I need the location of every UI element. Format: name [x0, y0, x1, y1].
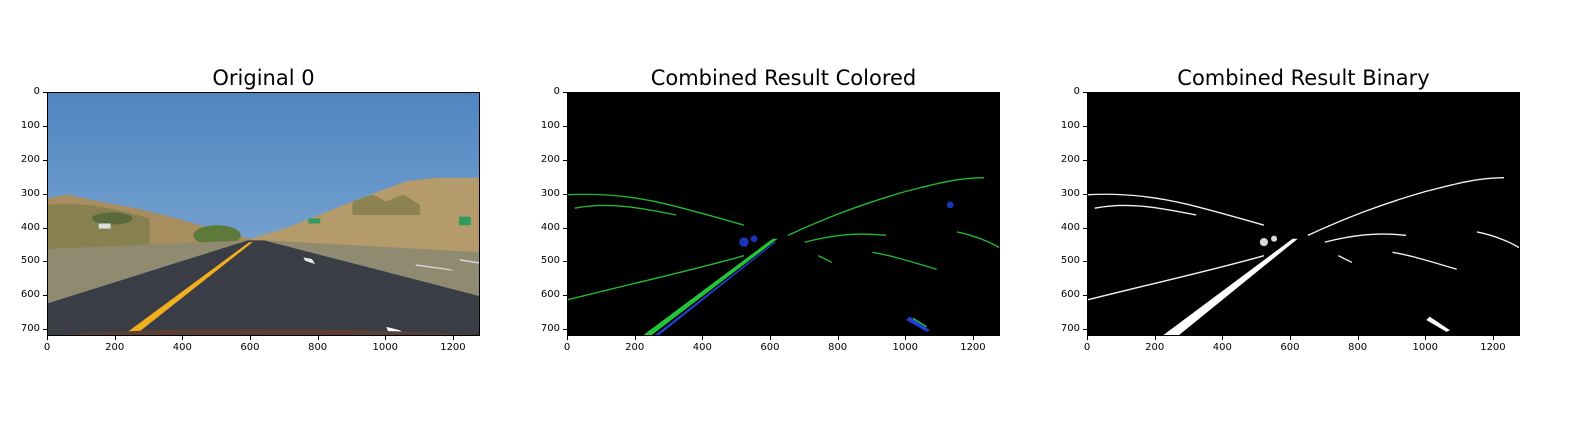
y-tick-mark — [43, 261, 47, 263]
y-tick-label: 400 — [540, 221, 560, 233]
y-tick-mark — [563, 329, 567, 331]
y-tick-mark — [1083, 227, 1087, 229]
x-tick-label: 600 — [240, 342, 260, 353]
x-tick-mark — [769, 336, 771, 340]
x-tick-label: 600 — [1280, 342, 1300, 353]
y-tick-label: 400 — [20, 221, 40, 233]
y-tick-label: 500 — [540, 255, 560, 267]
x-tick-mark — [1289, 336, 1291, 340]
x-tick-label: 200 — [625, 342, 645, 353]
y-tick-mark — [1083, 125, 1087, 127]
y-tick-mark — [43, 159, 47, 161]
x-tick-mark — [1222, 336, 1224, 340]
y-tick-mark — [563, 159, 567, 161]
y-tick-mark — [1083, 92, 1087, 93]
x-tick-mark — [385, 336, 387, 340]
x-tick-label: 0 — [43, 342, 51, 353]
image-binary — [1087, 92, 1520, 336]
x-tick-mark — [702, 336, 704, 340]
y-tick-label: 700 — [20, 323, 40, 335]
x-tick-label: 1200 — [1480, 342, 1506, 353]
y-tick-label: 200 — [1060, 153, 1080, 165]
y-tick-label: 200 — [20, 153, 40, 165]
x-tick-mark — [567, 336, 568, 340]
y-tick-label: 600 — [20, 289, 40, 301]
x-tick-label: 1200 — [440, 342, 466, 353]
y-tick-mark — [43, 125, 47, 127]
y-tick-mark — [563, 92, 567, 93]
y-tick-label: 500 — [1060, 255, 1080, 267]
x-tick-mark — [837, 336, 839, 340]
x-tick-label: 1000 — [892, 342, 918, 353]
y-tick-label: 500 — [20, 255, 40, 267]
x-tick-mark — [972, 336, 974, 340]
x-tick-label: 1200 — [960, 342, 986, 353]
image-original — [47, 92, 480, 336]
x-tick-mark — [1425, 336, 1427, 340]
y-tick-label: 100 — [1060, 119, 1080, 131]
panel-title-binary: Combined Result Binary — [1177, 66, 1430, 90]
image-colored — [567, 92, 1000, 336]
x-tick-label: 600 — [760, 342, 780, 353]
y-tick-mark — [43, 329, 47, 331]
y-tick-mark — [1083, 295, 1087, 297]
y-tick-mark — [43, 227, 47, 229]
x-tick-mark — [317, 336, 319, 340]
x-tick-label: 400 — [172, 342, 192, 353]
x-tick-mark — [249, 336, 251, 340]
x-tick-mark — [114, 336, 116, 340]
x-tick-mark — [905, 336, 907, 340]
x-tick-label: 1000 — [1412, 342, 1438, 353]
x-tick-mark — [182, 336, 184, 340]
x-tick-mark — [1154, 336, 1156, 340]
y-tick-label: 100 — [540, 119, 560, 131]
x-tick-label: 0 — [563, 342, 571, 353]
y-tick-label: 700 — [1060, 323, 1080, 335]
panel-title-colored: Combined Result Colored — [650, 66, 917, 90]
y-tick-mark — [1083, 159, 1087, 161]
y-tick-mark — [1083, 329, 1087, 331]
y-tick-label: 600 — [540, 289, 560, 301]
y-tick-mark — [1083, 261, 1087, 263]
y-tick-mark — [43, 92, 47, 93]
y-tick-label: 300 — [1060, 187, 1080, 199]
y-tick-mark — [43, 295, 47, 297]
x-tick-mark — [1492, 336, 1494, 340]
y-tick-mark — [563, 261, 567, 263]
y-tick-label: 300 — [20, 187, 40, 199]
y-tick-mark — [563, 125, 567, 127]
y-tick-mark — [563, 295, 567, 297]
x-tick-label: 200 — [1145, 342, 1165, 353]
y-tick-label: 200 — [540, 153, 560, 165]
x-tick-label: 1000 — [372, 342, 398, 353]
panel-title-original: Original 0 — [212, 66, 315, 90]
x-tick-mark — [634, 336, 636, 340]
y-tick-label: 700 — [540, 323, 560, 335]
y-tick-mark — [563, 193, 567, 195]
y-tick-mark — [1083, 193, 1087, 195]
x-tick-label: 0 — [1083, 342, 1091, 353]
y-tick-label: 300 — [540, 187, 560, 199]
x-tick-mark — [1357, 336, 1359, 340]
y-tick-mark — [563, 227, 567, 229]
x-tick-mark — [452, 336, 454, 340]
y-tick-label: 0 — [553, 86, 560, 97]
y-tick-label: 0 — [33, 86, 40, 97]
y-tick-mark — [43, 193, 47, 195]
y-tick-label: 100 — [20, 119, 40, 131]
x-tick-label: 800 — [1348, 342, 1368, 353]
x-tick-label: 800 — [828, 342, 848, 353]
x-tick-label: 400 — [1212, 342, 1232, 353]
x-tick-mark — [47, 336, 48, 340]
x-tick-label: 200 — [105, 342, 125, 353]
y-tick-label: 600 — [1060, 289, 1080, 301]
x-tick-mark — [1087, 336, 1088, 340]
y-tick-label: 0 — [1073, 86, 1080, 97]
x-tick-label: 400 — [692, 342, 712, 353]
y-tick-label: 400 — [1060, 221, 1080, 233]
x-tick-label: 800 — [308, 342, 328, 353]
